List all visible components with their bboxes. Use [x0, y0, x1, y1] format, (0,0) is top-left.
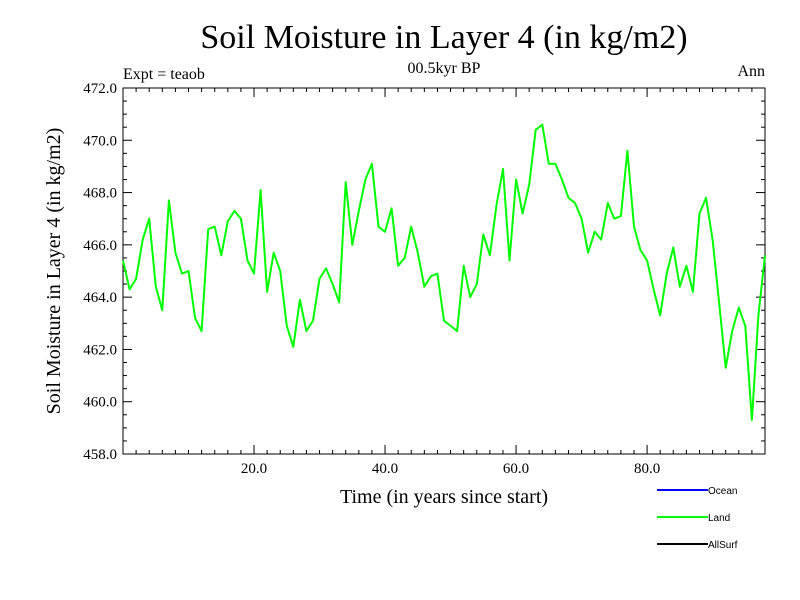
y-tick-label: 466.0 — [83, 238, 117, 254]
plot-frame — [122, 87, 766, 455]
chart-title: Soil Moisture in Layer 4 (in kg/m2) — [200, 19, 687, 56]
experiment-label: Expt = teaob — [123, 66, 205, 83]
series-line-land — [122, 123, 766, 421]
y-tick-label: 460.0 — [83, 395, 117, 411]
legend-label-allsurf: AllSurf — [708, 540, 738, 551]
x-tick-label: 80.0 — [634, 461, 660, 477]
x-axis-label: Time (in years since start) — [340, 486, 548, 508]
y-axis-label: Soil Moisture in Layer 4 (in kg/m2) — [43, 128, 65, 415]
axis-tick-labels: 20.0 40.0 60.0 80.0 458.0 460.0 462.0 464.0 466.… — [83, 81, 660, 477]
y-tick-label: 462.0 — [83, 342, 117, 358]
axis-ticks — [123, 88, 765, 454]
chart-subtitle: 00.5kyr BP — [408, 60, 481, 77]
x-tick-label: 60.0 — [503, 461, 529, 477]
period-label: Ann — [737, 63, 765, 80]
legend-label-land: Land — [708, 513, 730, 524]
x-tick-label: 20.0 — [241, 461, 267, 477]
data-lines — [122, 123, 766, 421]
y-tick-label: 464.0 — [83, 290, 117, 306]
x-tick-label: 40.0 — [372, 461, 398, 477]
legend-label-ocean: Ocean — [708, 486, 737, 497]
y-tick-label: 470.0 — [83, 133, 117, 149]
legend: Ocean Land AllSurf — [657, 486, 738, 551]
y-tick-label: 468.0 — [83, 186, 117, 202]
y-tick-label: 472.0 — [83, 81, 117, 97]
y-tick-label: 458.0 — [83, 447, 117, 463]
